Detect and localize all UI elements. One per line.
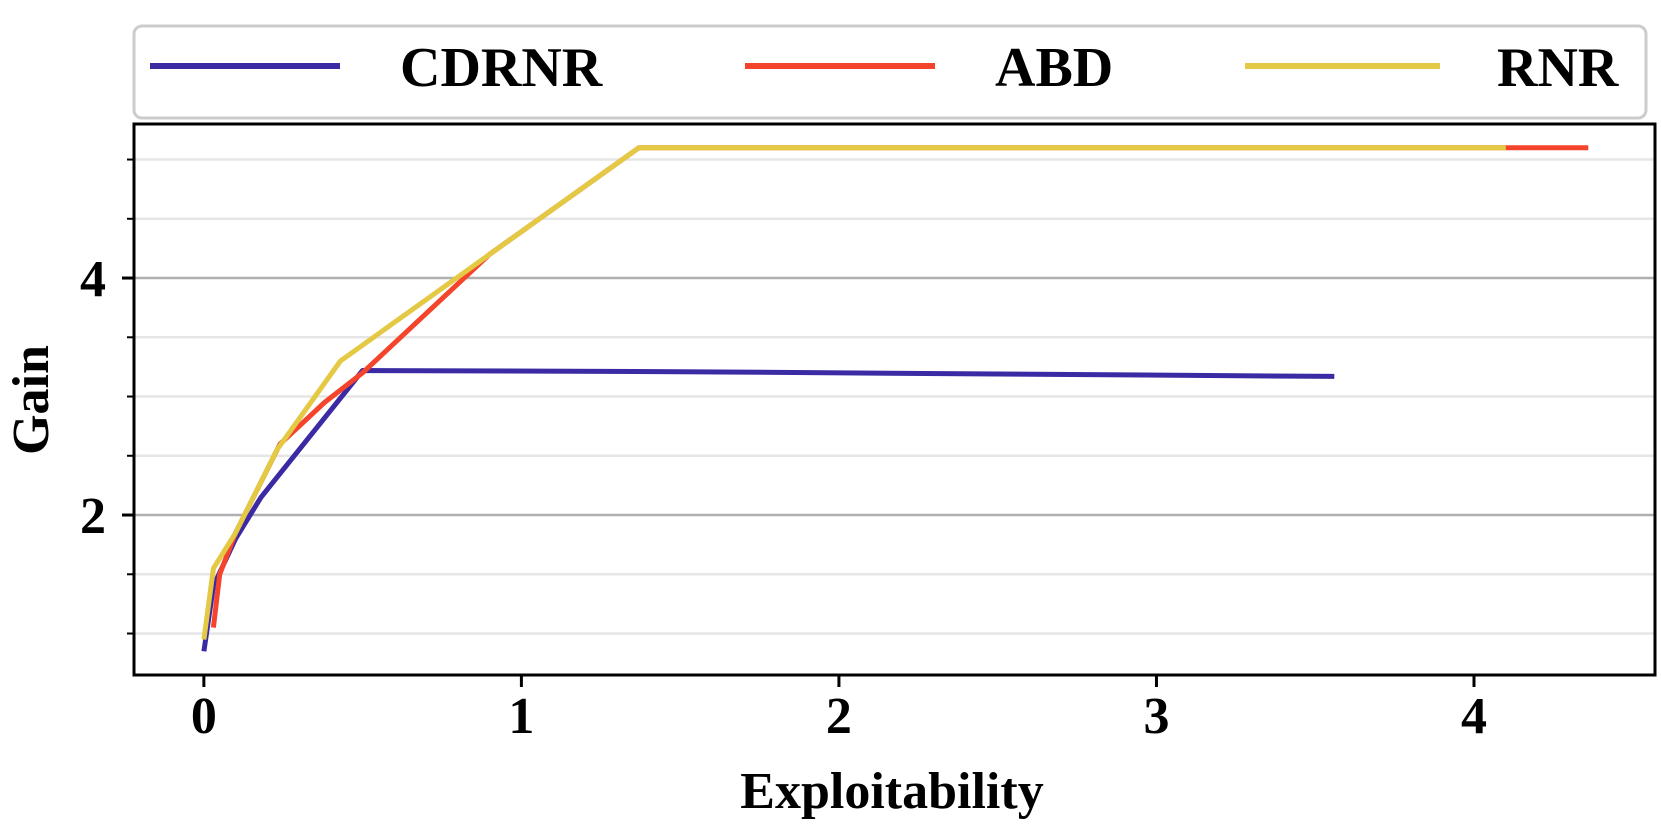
x-axis-label: Exploitability [740,763,1043,820]
legend-label-rnr: RNR [1497,37,1619,99]
x-tick-label: 1 [508,688,534,745]
x-tick-label: 2 [826,688,852,745]
x-tick-label: 4 [1461,688,1487,745]
x-tick-label: 3 [1143,688,1169,745]
legend: CDRNR ABD RNR [132,24,1648,120]
legend-label-cdrnr: CDRNR [400,37,603,99]
series-line-rnr [201,145,1506,640]
legend-label-abd: ABD [995,37,1113,99]
y-tick-label: 4 [80,251,106,308]
x-tick-label: 0 [191,688,217,745]
series-line-cdrnr [201,368,1335,652]
grid [134,158,1655,635]
legend-box [132,24,1648,120]
plot-frame [132,122,1657,677]
y-tick-label: 2 [80,488,106,545]
series-group [201,145,1589,652]
y-axis-label: Gain [3,345,60,455]
ticks: 2 4 0 1 2 3 4 [80,158,1487,745]
